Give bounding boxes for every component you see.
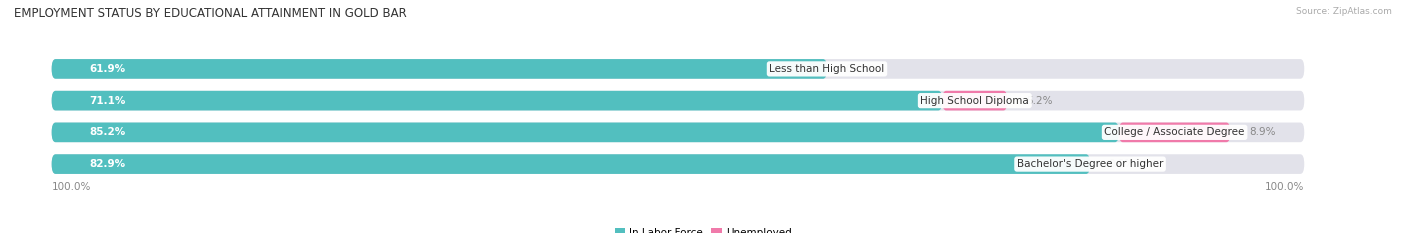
Text: 8.9%: 8.9%	[1249, 127, 1275, 137]
Text: 100.0%: 100.0%	[1265, 182, 1305, 192]
Text: Less than High School: Less than High School	[769, 64, 884, 74]
Text: 5.2%: 5.2%	[1026, 96, 1053, 106]
Legend: In Labor Force, Unemployed: In Labor Force, Unemployed	[610, 224, 796, 233]
Text: 85.2%: 85.2%	[89, 127, 125, 137]
Text: 82.9%: 82.9%	[89, 159, 125, 169]
Text: College / Associate Degree: College / Associate Degree	[1105, 127, 1244, 137]
Text: 61.9%: 61.9%	[89, 64, 125, 74]
FancyBboxPatch shape	[52, 154, 1090, 174]
FancyBboxPatch shape	[1119, 123, 1230, 142]
FancyBboxPatch shape	[52, 91, 942, 110]
Text: 0.0%: 0.0%	[1109, 159, 1135, 169]
FancyBboxPatch shape	[52, 59, 827, 79]
Text: High School Diploma: High School Diploma	[921, 96, 1029, 106]
Text: Source: ZipAtlas.com: Source: ZipAtlas.com	[1296, 7, 1392, 16]
FancyBboxPatch shape	[942, 91, 1007, 110]
Text: 0.0%: 0.0%	[846, 64, 872, 74]
FancyBboxPatch shape	[52, 154, 1305, 174]
FancyBboxPatch shape	[52, 59, 1305, 79]
Text: 100.0%: 100.0%	[52, 182, 91, 192]
Text: EMPLOYMENT STATUS BY EDUCATIONAL ATTAINMENT IN GOLD BAR: EMPLOYMENT STATUS BY EDUCATIONAL ATTAINM…	[14, 7, 406, 20]
FancyBboxPatch shape	[52, 123, 1305, 142]
FancyBboxPatch shape	[52, 123, 1119, 142]
Text: Bachelor's Degree or higher: Bachelor's Degree or higher	[1017, 159, 1163, 169]
FancyBboxPatch shape	[52, 91, 1305, 110]
Text: 71.1%: 71.1%	[89, 96, 125, 106]
